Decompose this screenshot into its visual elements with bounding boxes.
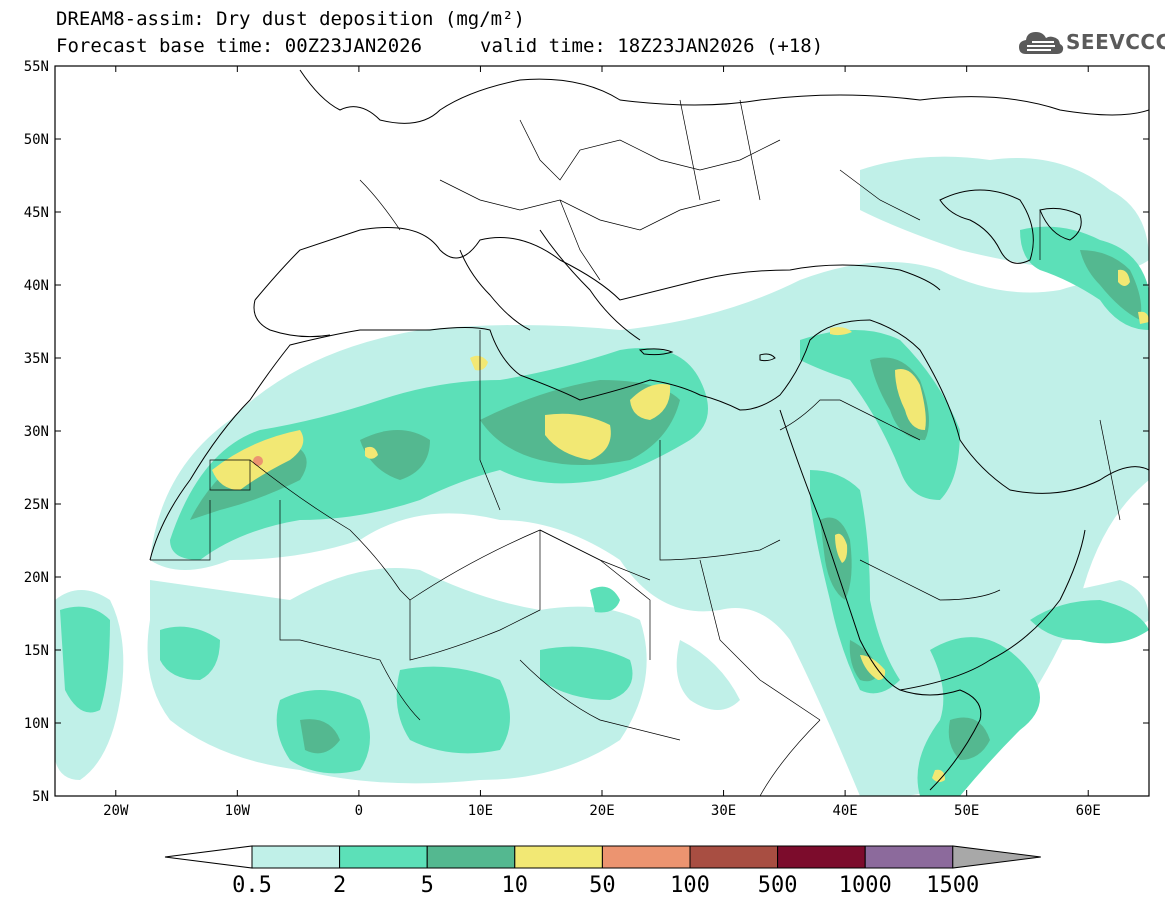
lon-tick-label: 30E — [711, 803, 736, 819]
lon-tick-label: 60E — [1076, 803, 1101, 819]
dust-deposition-layer — [55, 156, 1149, 796]
lon-tick-label: 20W — [103, 803, 129, 819]
legend-label: 1000 — [839, 873, 892, 898]
lat-tick-label: 55N — [24, 59, 49, 75]
logo-text: SEEVCCC — [1066, 30, 1165, 54]
lat-tick-label: 35N — [24, 351, 49, 367]
legend-swatch — [601, 845, 691, 869]
lon-tick-label: 40E — [832, 803, 857, 819]
legend-overflow-arrow — [952, 845, 1041, 869]
coastlines — [149, 69, 1149, 791]
legend-label: 1500 — [926, 873, 979, 898]
legend-underflow-arrow — [164, 845, 253, 869]
lon-tick-label: 20E — [589, 803, 614, 819]
legend-swatch — [689, 845, 779, 869]
lat-tick-label: 50N — [24, 132, 49, 148]
legend-label: 10 — [502, 873, 529, 898]
country-borders — [150, 99, 1121, 796]
legend-label: 0.5 — [232, 873, 272, 898]
latitude-axis: 55N 50N 45N 40N 35N 30N 25N 20N 15N 10N 5N — [24, 59, 1149, 805]
base-time: Forecast base time: 00Z23JAN2026 — [56, 35, 423, 57]
logo: SEEVCCC — [1018, 26, 1165, 58]
legend-swatch — [426, 845, 516, 869]
legend-label: 50 — [589, 873, 616, 898]
lat-tick-label: 5N — [32, 789, 49, 805]
cloud-icon — [1019, 32, 1064, 54]
legend-swatch — [339, 845, 428, 869]
legend-swatch — [514, 845, 603, 869]
lat-tick-label: 40N — [24, 278, 49, 294]
map-canvas[interactable]: 55N 50N 45N 40N 35N 30N 25N 20N 15N 10N 5N 20W 10W 0… — [0, 0, 1165, 820]
valid-time: valid time: 18Z23JAN2026 (+18) — [480, 35, 824, 57]
legend-label: 5 — [421, 873, 434, 898]
lon-tick-label: 10W — [225, 803, 251, 819]
legend-label: 100 — [670, 873, 710, 898]
longitude-axis: 20W 10W 0 10E 20E 30E 40E 50E 60E — [103, 66, 1101, 819]
lat-tick-label: 20N — [24, 570, 49, 586]
legend-swatch — [864, 845, 954, 869]
legend-label: 2 — [333, 873, 346, 898]
lat-tick-label: 45N — [24, 205, 49, 221]
map-title: DREAM8-assim: Dry dust deposition (mg/m²… — [56, 8, 525, 30]
legend-swatch — [777, 845, 866, 869]
lon-tick-label: 0 — [355, 803, 363, 819]
lat-tick-label: 25N — [24, 497, 49, 513]
lat-tick-label: 10N — [24, 716, 49, 732]
legend-swatch — [251, 845, 341, 869]
lat-tick-label: 30N — [24, 424, 49, 440]
lon-tick-label: 10E — [468, 803, 493, 819]
lat-tick-label: 15N — [24, 643, 49, 659]
lon-tick-label: 50E — [954, 803, 979, 819]
legend-label: 500 — [758, 873, 798, 898]
